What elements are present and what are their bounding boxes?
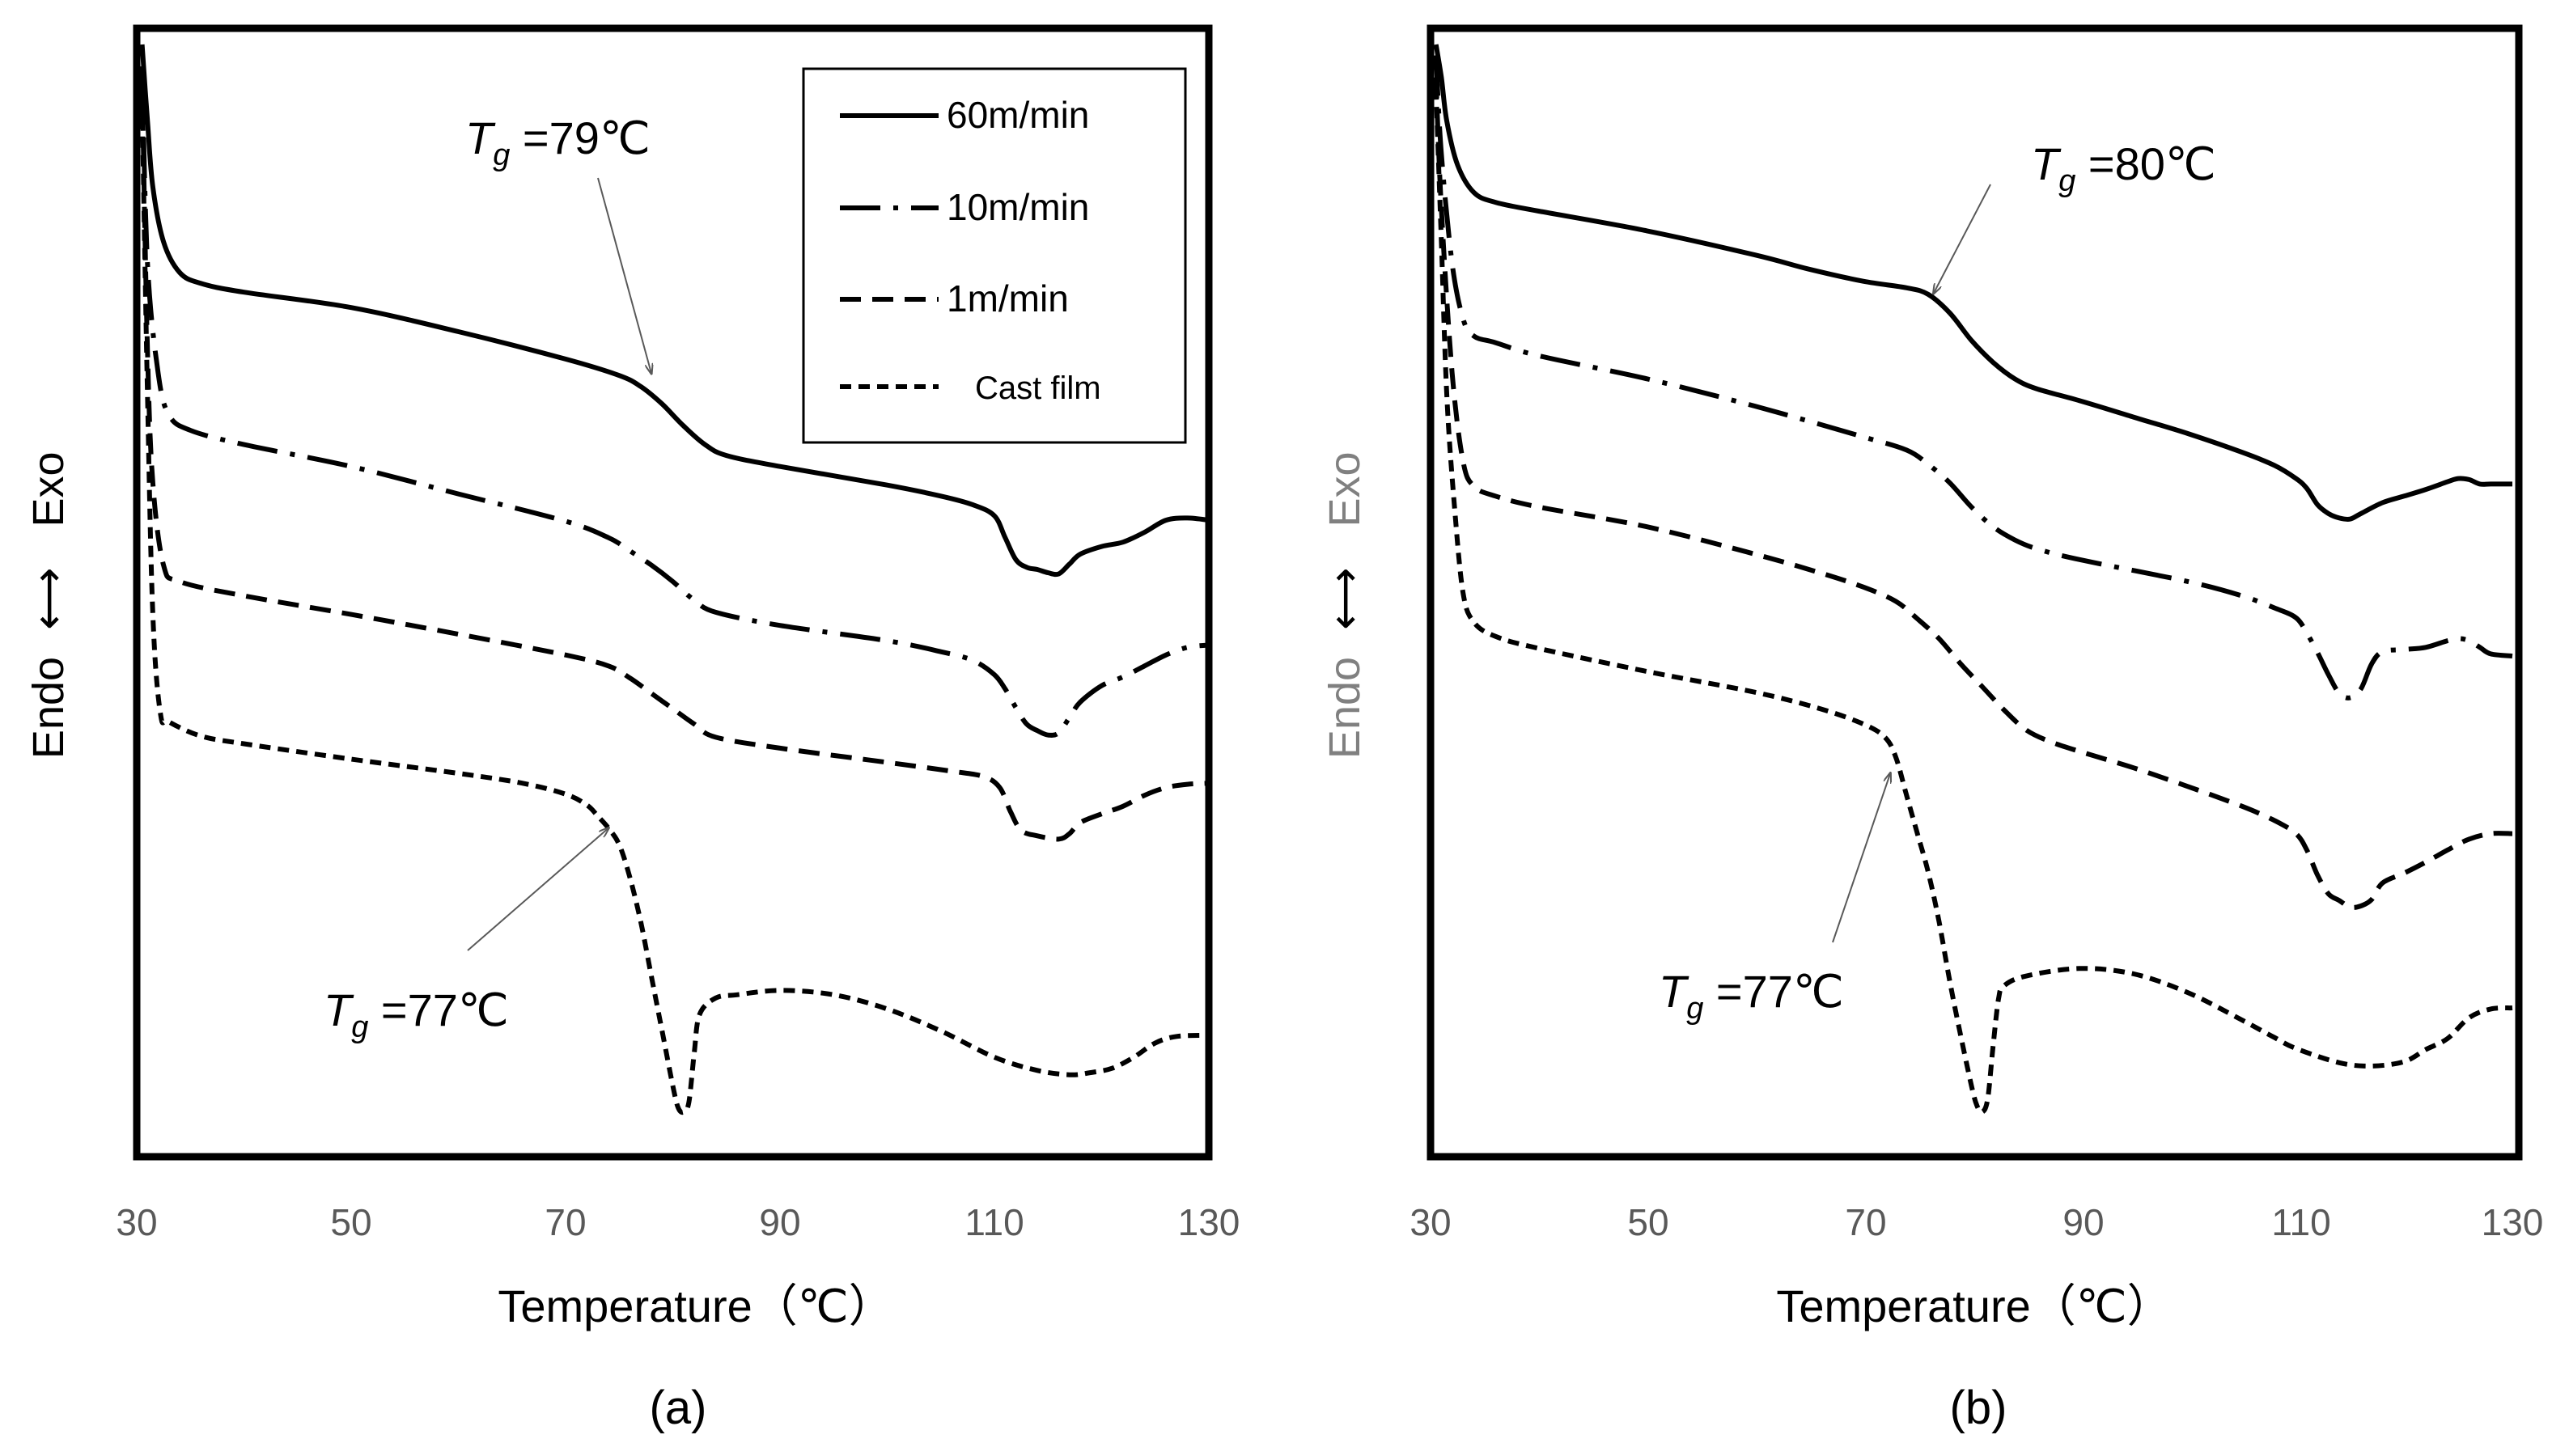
legend-label: 10m/min bbox=[947, 186, 1089, 228]
x-tick-label: 50 bbox=[1627, 1201, 1668, 1243]
series-line-cast-film bbox=[139, 99, 1210, 1115]
x-axis-label-b: Temperature（℃） bbox=[1776, 1280, 2172, 1331]
y-label-endo: Endo bbox=[1321, 657, 1369, 759]
x-axis-label-a: Temperature（℃） bbox=[498, 1280, 893, 1331]
annotation-arrow-tg-77 bbox=[467, 828, 608, 951]
x-tick-labels-b: 30 50 70 90 110 130 bbox=[1410, 1201, 2543, 1243]
series-line-60m-min bbox=[139, 44, 1210, 578]
x-tick-label: 70 bbox=[1845, 1201, 1886, 1243]
legend-label: 60m/min bbox=[947, 94, 1089, 136]
chart-panel-a: Tg =79℃ Tg =77℃ 30 50 70 90 110 130 Tempe… bbox=[24, 24, 1240, 1434]
series-group-b bbox=[1433, 44, 2513, 1115]
series-line-10m-min bbox=[139, 66, 1210, 738]
annotation-arrow-tg-80 bbox=[1934, 184, 1991, 294]
x-tick-label: 130 bbox=[2482, 1201, 2544, 1243]
chart-panel-b: Tg =80℃ Tg =77℃ 30 50 70 90 110 130 Tempe… bbox=[1321, 24, 2543, 1434]
y-axis-label-b: Endo ⟷ Exo bbox=[1321, 451, 1369, 759]
x-tick-label: 70 bbox=[545, 1201, 586, 1243]
legend-box bbox=[802, 67, 1187, 444]
plot-frame-b bbox=[1427, 24, 2523, 1161]
annotation-arrow-tg-77 bbox=[1832, 773, 1890, 943]
series-line-1m-min bbox=[139, 77, 1210, 842]
annotation-arrow-tg-79 bbox=[597, 177, 651, 374]
annotations-group-b: Tg =80℃ Tg =77℃ bbox=[1659, 138, 2216, 1026]
x-tick-labels-a: 30 50 70 90 110 130 bbox=[116, 1201, 1240, 1243]
annotation-label-tg-80: Tg =80℃ bbox=[2031, 138, 2216, 198]
plot-area-b: Tg =80℃ Tg =77℃ bbox=[1427, 24, 2523, 1161]
y-label-exo: Exo bbox=[1321, 451, 1369, 527]
annotation-label-tg-79: Tg =79℃ bbox=[465, 112, 651, 172]
y-label-arrow-icon: ⟷ bbox=[1321, 567, 1369, 629]
y-axis-label-a: Endo ⟷ Exo bbox=[24, 451, 73, 759]
x-tick-label: 50 bbox=[330, 1201, 371, 1243]
series-line-60m-min bbox=[1433, 44, 2512, 523]
x-tick-label: 90 bbox=[759, 1201, 800, 1243]
x-tick-label: 90 bbox=[2062, 1201, 2104, 1243]
annotations-group-a: Tg =79℃ Tg =77℃ bbox=[324, 112, 651, 1044]
x-tick-label: 30 bbox=[1410, 1201, 1451, 1243]
y-label-endo: Endo bbox=[24, 657, 73, 759]
legend-label: 1m/min bbox=[947, 277, 1069, 320]
panel-label-a: (a) bbox=[650, 1382, 707, 1434]
y-label-exo: Exo bbox=[24, 451, 73, 527]
series-line-cast-film bbox=[1433, 88, 2513, 1115]
x-tick-label: 110 bbox=[2271, 1201, 2330, 1243]
legend-label: Cast film bbox=[975, 370, 1101, 406]
annotation-label-tg-77: Tg =77℃ bbox=[324, 984, 509, 1044]
panel-label-b: (b) bbox=[1950, 1382, 2007, 1434]
x-tick-label: 110 bbox=[964, 1201, 1024, 1243]
annotation-label-tg-77: Tg =77℃ bbox=[1659, 966, 1844, 1026]
x-tick-label: 30 bbox=[116, 1201, 157, 1243]
y-label-arrow-icon: ⟷ bbox=[24, 567, 73, 629]
legend-a: 60m/min 10m/min 1m/min Cast film bbox=[802, 67, 1187, 444]
series-group-a bbox=[139, 44, 1210, 1115]
x-tick-label: 130 bbox=[1178, 1201, 1240, 1243]
series-line-10m-min bbox=[1433, 55, 2513, 700]
